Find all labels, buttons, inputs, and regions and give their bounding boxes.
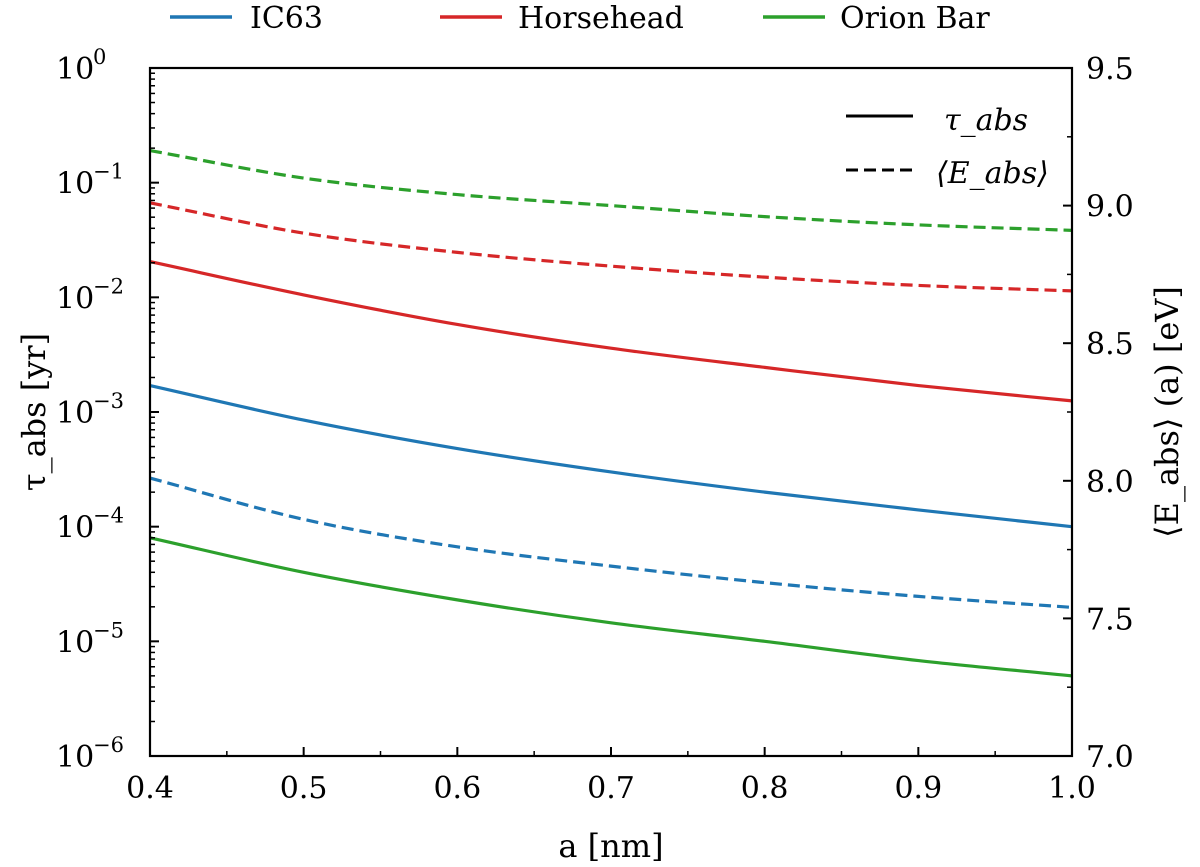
y-left-tick-base: 10 — [56, 740, 94, 775]
series-orion-bar-e-abs-line — [149, 148, 1073, 232]
x-tick-label: 0.6 — [433, 771, 481, 806]
plot-lines — [149, 148, 1073, 678]
y-right-tick-label: 7.5 — [1086, 602, 1134, 637]
ticks — [149, 67, 1073, 757]
x-tick-label: 0.9 — [894, 771, 942, 806]
x-tick-label: 0.4 — [126, 771, 174, 806]
y-left-tick-exponent: −3 — [93, 389, 124, 413]
legend-solid-label: τ_abs — [944, 103, 1028, 138]
y-right-tick-label: 8.0 — [1086, 465, 1134, 500]
legend-horsehead-label: Horsehead — [518, 1, 684, 36]
tick-labels: 0.4 0.5 0.6 0.7 0.8 0.9 1.010010−110−210−310−4… — [56, 45, 1134, 806]
y-axis-left-label: τ_abs [yr] — [15, 333, 53, 491]
y-left-tick-exponent: −1 — [93, 160, 124, 184]
y-left-tick-exponent: 0 — [93, 45, 106, 69]
x-tick-label: 0.7 — [587, 771, 635, 806]
y-left-tick-base: 10 — [56, 511, 94, 546]
y-left-tick-base: 10 — [56, 281, 94, 316]
legend-dashed-label: ⟨E_abs⟩ — [936, 156, 1049, 191]
y-left-tick-base: 10 — [56, 625, 94, 660]
y-left-tick-base: 10 — [56, 396, 94, 431]
y-right-tick-label: 7.0 — [1086, 740, 1134, 775]
y-right-tick-label: 9.5 — [1086, 52, 1134, 87]
y-right-tick-label: 9.0 — [1086, 190, 1134, 225]
series-orion-bar-tau-abs-line — [149, 536, 1073, 678]
series-ic63-tau-abs-line — [149, 384, 1073, 529]
top-legend: IC63 Horsehead Orion Bar — [170, 1, 990, 36]
y-right-tick-label: 8.5 — [1086, 327, 1134, 362]
y-left-tick-exponent: −6 — [93, 733, 124, 757]
x-axis-label: a [nm] — [558, 827, 663, 865]
y-left-tick-exponent: −2 — [93, 274, 124, 298]
legend-orion-bar-label: Orion Bar — [840, 1, 990, 36]
y-left-tick-base: 10 — [56, 52, 94, 87]
x-tick-label: 0.8 — [741, 771, 789, 806]
x-tick-label: 1.0 — [1048, 771, 1096, 806]
y-left-tick-exponent: −5 — [93, 618, 124, 642]
series-ic63-e-abs-line — [149, 476, 1073, 609]
y-left-tick-exponent: −4 — [93, 504, 124, 528]
series-horsehead-tau-abs-line — [149, 260, 1073, 403]
y-axis-right-label: ⟨E_abs⟩ (a) [eV] — [1148, 286, 1186, 538]
legend-ic63-label: IC63 — [250, 1, 323, 36]
plot-frame — [148, 66, 1074, 758]
y-left-tick-base: 10 — [56, 167, 94, 202]
style-legend: τ_abs ⟨E_abs⟩ — [846, 103, 1049, 191]
x-tick-label: 0.5 — [280, 771, 328, 806]
series-horsehead-e-abs-line — [149, 201, 1073, 293]
